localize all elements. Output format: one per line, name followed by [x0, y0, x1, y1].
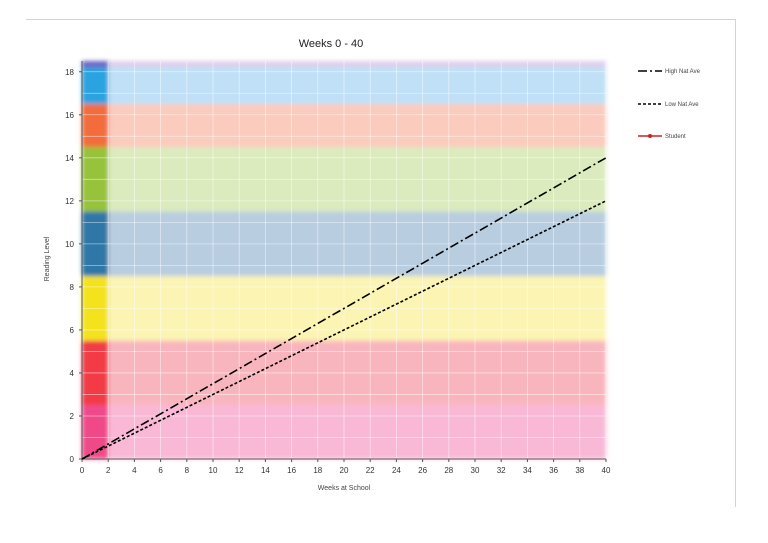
x-tick-label-14: 14: [261, 466, 270, 475]
y-tick-label-16: 16: [65, 111, 74, 120]
x-tick-label-26: 26: [418, 466, 427, 475]
y-tick-label-10: 10: [65, 240, 74, 249]
y-tick-label-18: 18: [65, 68, 74, 77]
series-line-1: [81, 200, 607, 460]
x-tick-label-4: 4: [132, 466, 137, 475]
legend-label-1: Low Nat Ave: [665, 102, 699, 108]
y-tick-label-12: 12: [65, 197, 74, 206]
grid: [81, 61, 607, 459]
x-tick-label-2: 2: [106, 466, 111, 475]
y-tick-label-14: 14: [65, 154, 74, 163]
y-tick-label-6: 6: [70, 326, 75, 335]
x-tick-label-36: 36: [549, 466, 558, 475]
y-tick-label-8: 8: [70, 283, 75, 292]
band-0: [108, 405, 606, 459]
x-tick-label-10: 10: [209, 466, 218, 475]
band-strip-7: [82, 61, 109, 68]
chart-title: Weeks 0 - 40: [299, 38, 364, 50]
legend: High Nat Ave Low Nat Ave Student: [638, 69, 701, 140]
y-tick-label-4: 4: [70, 369, 75, 378]
x-tick-label-38: 38: [575, 466, 584, 475]
x-tick-label-12: 12: [235, 466, 244, 475]
series-line-0: [81, 157, 607, 460]
x-tick-label-32: 32: [497, 466, 506, 475]
y-tick-label-2: 2: [70, 412, 75, 421]
legend-marker-2: [648, 134, 652, 138]
x-tick-label-40: 40: [602, 466, 611, 475]
x-tick-label-30: 30: [471, 466, 480, 475]
x-tick-label-34: 34: [523, 466, 532, 475]
x-tick-label-22: 22: [366, 466, 375, 475]
x-tick-label-20: 20: [340, 466, 349, 475]
legend-label-0: High Nat Ave: [665, 69, 701, 75]
y-tick-label-0: 0: [70, 455, 75, 464]
x-axis-label: Weeks at School: [318, 485, 371, 492]
x-tick-label-0: 0: [80, 466, 85, 475]
y-axis-label: Reading Level: [44, 236, 51, 281]
band-5: [108, 104, 606, 148]
band-strip-5: [82, 104, 109, 148]
band-6: [108, 67, 606, 105]
legend-label-2: Student: [665, 134, 686, 140]
chart-frame: [26, 19, 736, 507]
band-strip-0: [82, 405, 109, 459]
axes: 0 2 4 6 8 10 12 14 16 18 20 22 24 26 28 30 32 34 36 38 40024…: [65, 61, 611, 475]
band-strip-6: [82, 67, 109, 105]
series: [81, 157, 607, 460]
x-tick-label-6: 6: [158, 466, 163, 475]
x-tick-label-24: 24: [392, 466, 401, 475]
x-tick-label-16: 16: [287, 466, 296, 475]
x-tick-label-18: 18: [313, 466, 322, 475]
x-tick-label-8: 8: [185, 466, 190, 475]
x-tick-label-28: 28: [444, 466, 453, 475]
band-7: [108, 61, 606, 68]
